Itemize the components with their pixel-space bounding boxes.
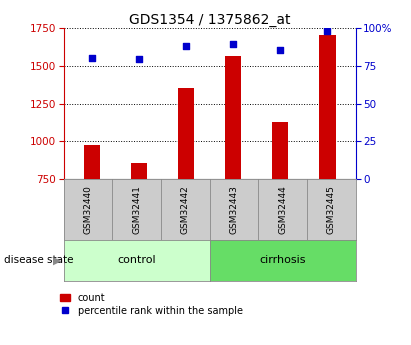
Bar — [225, 57, 241, 179]
Text: GSM32442: GSM32442 — [181, 185, 190, 234]
Point — [277, 48, 284, 53]
Text: control: control — [118, 256, 156, 265]
Text: GSM32441: GSM32441 — [132, 185, 141, 234]
Bar — [319, 35, 335, 179]
Point — [324, 28, 330, 33]
Bar — [272, 122, 289, 179]
Bar — [131, 164, 147, 179]
Text: cirrhosis: cirrhosis — [259, 256, 306, 265]
Legend: count, percentile rank within the sample: count, percentile rank within the sample — [60, 293, 243, 316]
Point — [183, 43, 189, 49]
Text: GSM32443: GSM32443 — [229, 185, 238, 234]
Title: GDS1354 / 1375862_at: GDS1354 / 1375862_at — [129, 12, 290, 27]
Text: GSM32445: GSM32445 — [327, 185, 336, 234]
Text: GSM32444: GSM32444 — [278, 185, 287, 234]
Text: GSM32440: GSM32440 — [83, 185, 92, 234]
Point — [136, 57, 142, 62]
Text: ▶: ▶ — [53, 256, 62, 265]
Point — [230, 41, 236, 47]
Text: disease state: disease state — [4, 256, 74, 265]
Bar — [84, 145, 100, 179]
Point — [89, 55, 95, 61]
Bar — [178, 88, 194, 179]
